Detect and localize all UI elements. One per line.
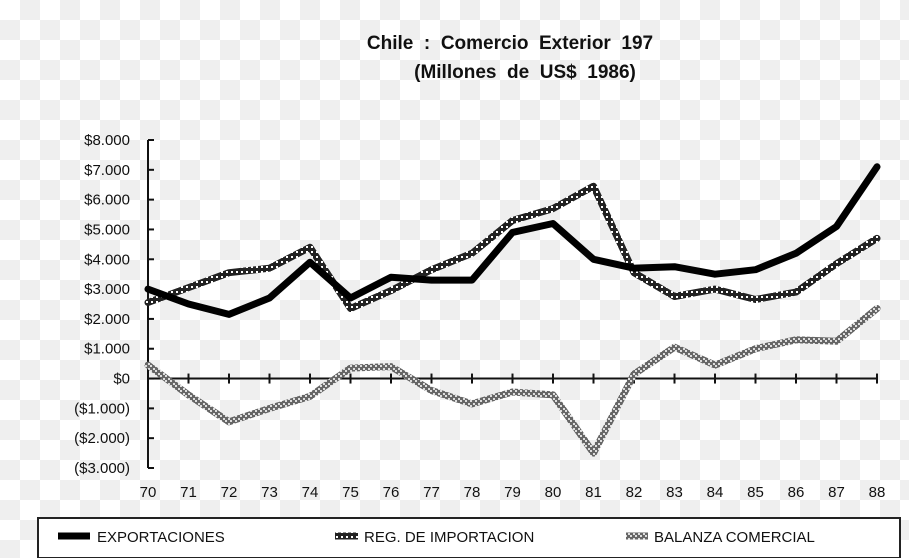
chart-title: Chile : Comercio Exterior 197: [367, 33, 653, 54]
x-tick-label: 80: [545, 484, 562, 501]
legend-item-balanza: BALANZA COMERCIAL: [626, 529, 815, 546]
chart-subtitle: (Millones de US$ 1986): [414, 62, 636, 83]
series-line-reg-de-importacion: [144, 182, 881, 312]
x-tick-label: 70: [140, 484, 157, 501]
y-tick-label: ($1.000): [74, 400, 130, 417]
legend-label-balanza: BALANZA COMERCIAL: [654, 529, 815, 546]
x-tick-label: 79: [504, 484, 521, 501]
y-tick-label: $2.000: [84, 311, 130, 328]
y-tick-label: $1.000: [84, 341, 130, 358]
y-tick-label: $7.000: [84, 162, 130, 179]
x-tick-label: 71: [180, 484, 197, 501]
x-tick-label: 73: [261, 484, 278, 501]
legend-item-importacion: REG. DE IMPORTACION: [335, 529, 534, 546]
x-tick-label: 88: [869, 484, 886, 501]
legend-item-exportaciones: EXPORTACIONES: [58, 529, 225, 546]
y-tick-label: ($2.000): [74, 430, 130, 447]
y-tick-label: $0: [113, 371, 130, 388]
x-tick-label: 85: [747, 484, 764, 501]
x-tick-label: 84: [707, 484, 724, 501]
x-tick-label: 87: [828, 484, 845, 501]
x-tick-label: 81: [585, 484, 602, 501]
x-tick-label: 76: [383, 484, 400, 501]
y-tick-label: $5.000: [84, 221, 130, 238]
x-tick-label: 77: [423, 484, 440, 501]
y-axis: $8.000 $7.000 $6.000 $5.000 $4.000 $3.000 $2.0…: [74, 132, 154, 477]
y-tick-label: ($3.000): [74, 460, 130, 477]
y-tick-label: $4.000: [84, 251, 130, 268]
legend-box: [37, 517, 901, 558]
x-axis: 70 71 72 73 74 75 76 77 78 79 80 81 82 83 84 85 86 87 88: [140, 373, 886, 501]
x-tick-label: 86: [788, 484, 805, 501]
y-tick-label: $8.000: [84, 132, 130, 149]
legend-label-exportaciones: EXPORTACIONES: [97, 529, 225, 546]
legend-label-importacion: REG. DE IMPORTACION: [364, 529, 534, 546]
x-tick-label: 78: [464, 484, 481, 501]
series-lines: [144, 163, 881, 457]
series-line-balanza-comercial: [144, 305, 881, 457]
x-tick-label: 72: [221, 484, 238, 501]
x-tick-label: 83: [666, 484, 683, 501]
series-line-exportaciones: [144, 163, 881, 318]
x-tick-label: 75: [342, 484, 359, 501]
x-tick-label: 82: [626, 484, 643, 501]
x-tick-label: 74: [302, 484, 319, 501]
y-tick-label: $3.000: [84, 281, 130, 298]
y-tick-label: $6.000: [84, 192, 130, 209]
